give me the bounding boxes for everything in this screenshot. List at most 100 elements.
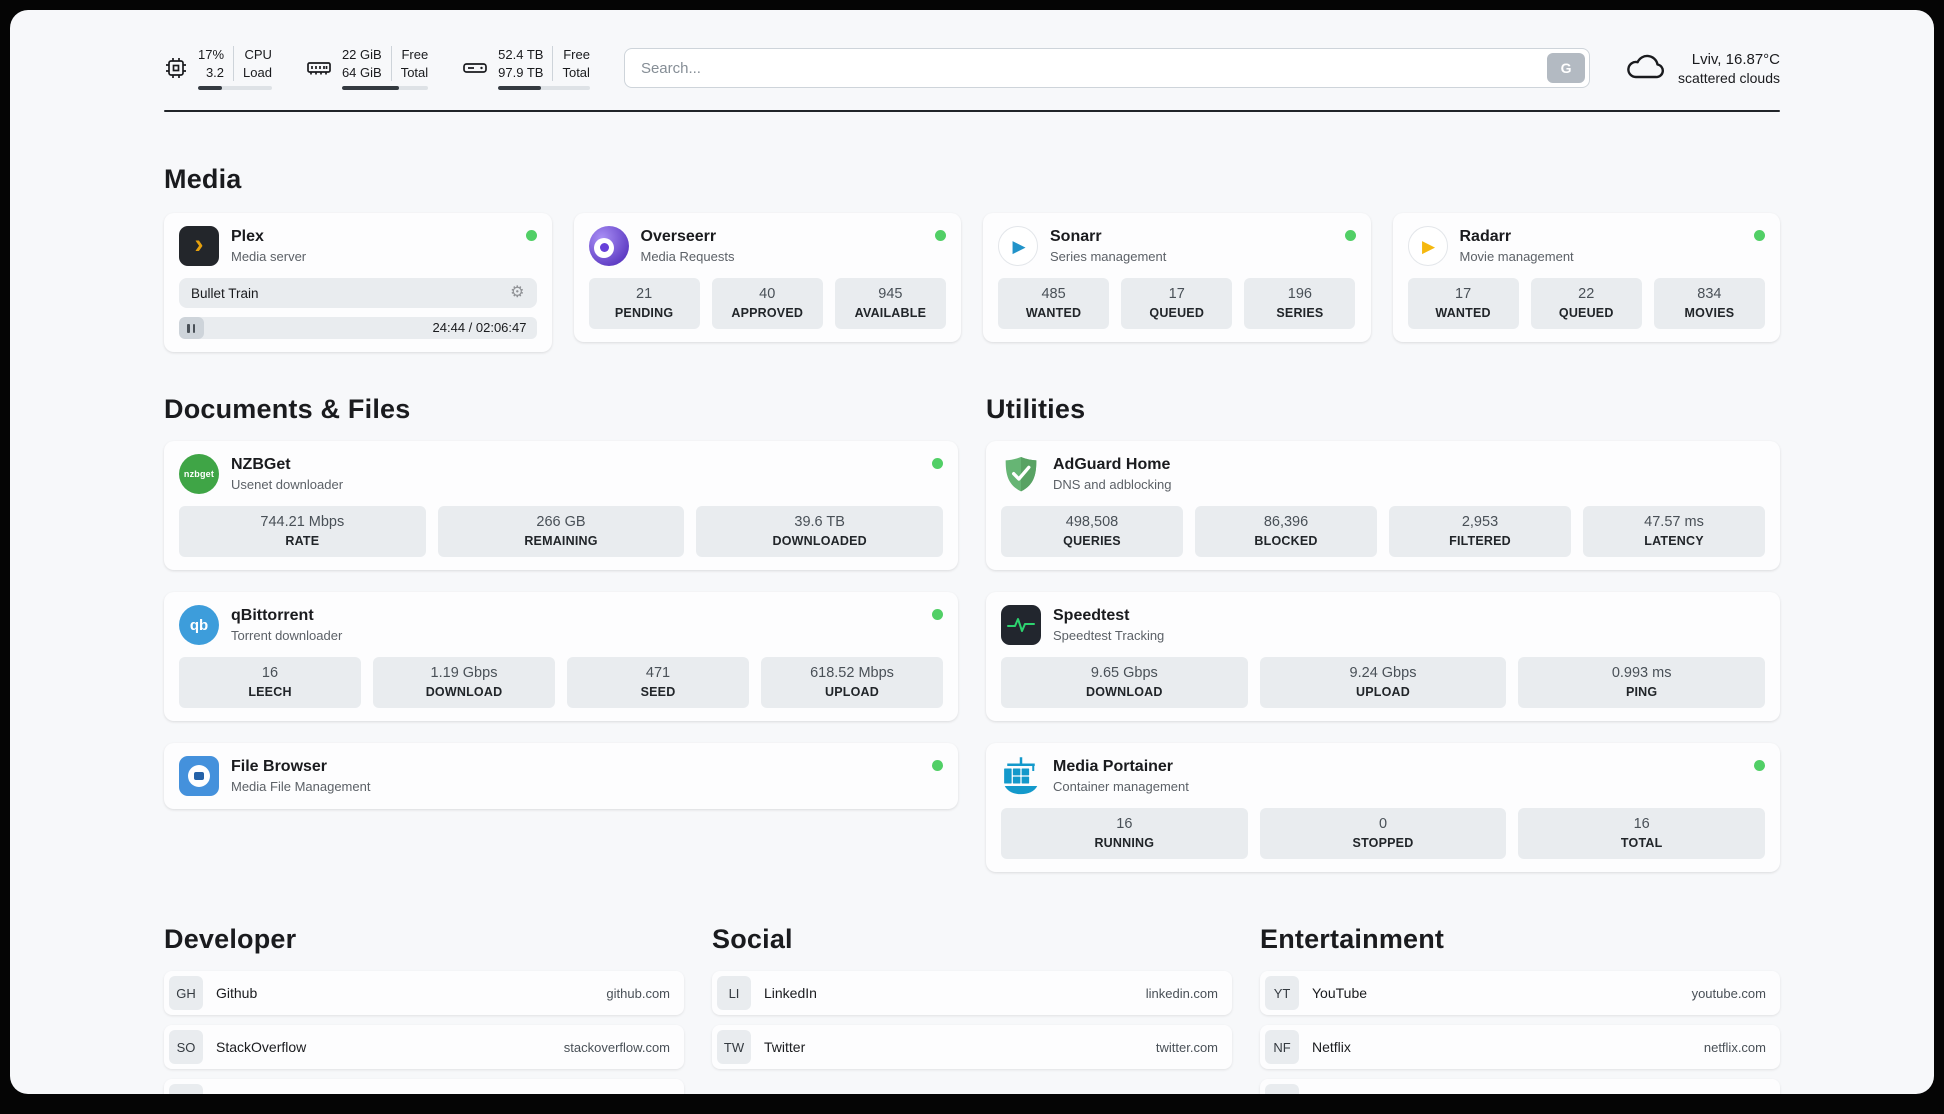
app-subtitle: Container management — [1053, 779, 1742, 794]
bookmark-youtube[interactable]: YT YouTube youtube.com — [1260, 971, 1780, 1015]
bookmark-badge: SO — [169, 1030, 203, 1064]
stat-value: 266 GB — [442, 514, 681, 530]
stat-label: UPLOAD — [765, 685, 939, 699]
app-card-qbittorrent[interactable]: qb qBittorrent Torrent downloader 16 — [164, 592, 958, 721]
stat-tile: 485 WANTED — [998, 278, 1109, 329]
stat-value: 22 — [1535, 286, 1638, 302]
media-cards-row: › Plex Media server Bullet Train ⚙ — [164, 213, 1780, 352]
app-card-adguard[interactable]: AdGuard Home DNS and adblocking 498,508 … — [986, 441, 1780, 570]
nzbget-icon: nzbget — [179, 454, 219, 494]
stat-label: LEECH — [183, 685, 357, 699]
bookmark-name: YouTube — [1312, 985, 1679, 1001]
stat-label: BLOCKED — [1199, 534, 1373, 548]
app-card-radarr[interactable]: ▶ Radarr Movie management 17 WANTED 22 — [1393, 213, 1781, 342]
speedtest-icon — [1001, 605, 1041, 645]
bookmark-name: Github — [216, 985, 593, 1001]
bookmark-stackoverflow[interactable]: SO StackOverflow stackoverflow.com — [164, 1025, 684, 1069]
stat-tile: 1.19 Gbps DOWNLOAD — [373, 657, 555, 708]
section-title-documents: Documents & Files — [164, 394, 958, 425]
stat-tile: 498,508 QUERIES — [1001, 506, 1183, 557]
section-title-social: Social — [712, 924, 1232, 955]
app-name: AdGuard Home — [1053, 456, 1765, 474]
stat-label: PENDING — [593, 306, 696, 320]
stat-value: 485 — [1002, 286, 1105, 302]
stat-tile: 0.993 ms PING — [1518, 657, 1765, 708]
bookmark-url: twitter.com — [1156, 1040, 1218, 1055]
cpu-widget: 17% 3.2 CPU Load — [164, 46, 272, 90]
bookmark-reddit[interactable]: RE Reddit reddit.com — [1260, 1079, 1780, 1094]
stat-value: 86,396 — [1199, 514, 1373, 530]
bookmark-badge: YT — [1265, 976, 1299, 1010]
app-name: Media Portainer — [1053, 758, 1742, 776]
app-card-sonarr[interactable]: ▶ Sonarr Series management 485 WANTED 17 — [983, 213, 1371, 342]
stat-label: APPROVED — [716, 306, 819, 320]
weather-condition: scattered clouds — [1678, 70, 1780, 86]
stat-tile: 9.24 Gbps UPLOAD — [1260, 657, 1507, 708]
status-dot — [1754, 230, 1765, 241]
stat-label: FILTERED — [1393, 534, 1567, 548]
bookmark-netflix[interactable]: NF Netflix netflix.com — [1260, 1025, 1780, 1069]
stat-value: 9.24 Gbps — [1264, 665, 1503, 681]
app-subtitle: Media Requests — [641, 249, 924, 264]
stat-label: SEED — [571, 685, 745, 699]
gear-icon[interactable]: ⚙ — [510, 285, 524, 301]
bookmark-url: netflix.com — [1704, 1040, 1766, 1055]
stat-label: LATENCY — [1587, 534, 1761, 548]
qbittorrent-icon: qb — [179, 605, 219, 645]
stat-tile: 16 RUNNING — [1001, 808, 1248, 859]
dashboard-page: 17% 3.2 CPU Load — [10, 10, 1934, 1094]
stat-label: QUEUED — [1535, 306, 1638, 320]
section-title-entertainment: Entertainment — [1260, 924, 1780, 955]
stat-tile: 834 MOVIES — [1654, 278, 1765, 329]
stat-value: 834 — [1658, 286, 1761, 302]
bookmark-name: DEV — [216, 1093, 623, 1094]
stat-value: 744.21 Mbps — [183, 514, 422, 530]
app-card-portainer[interactable]: Media Portainer Container management 16 … — [986, 743, 1780, 872]
stat-value: 945 — [839, 286, 942, 302]
stat-label: UPLOAD — [1264, 685, 1503, 699]
app-name: Radarr — [1460, 228, 1743, 246]
search-input[interactable] — [624, 48, 1590, 88]
bookmark-twitter[interactable]: TW Twitter twitter.com — [712, 1025, 1232, 1069]
weather-widget: Lviv, 16.87°C scattered clouds — [1624, 51, 1780, 86]
pause-icon[interactable] — [187, 324, 195, 333]
now-playing-title: Bullet Train — [191, 286, 259, 301]
app-card-nzbget[interactable]: nzbget NZBGet Usenet downloader 744.21 M… — [164, 441, 958, 570]
bookmark-badge: NF — [1265, 1030, 1299, 1064]
stat-tile: 266 GB REMAINING — [438, 506, 685, 557]
playback-progress-bar[interactable]: 24:44 / 02:06:47 — [179, 317, 537, 339]
filebrowser-icon — [179, 756, 219, 796]
bookmark-badge: RE — [1265, 1084, 1299, 1094]
stat-tile: 945 AVAILABLE — [835, 278, 946, 329]
app-card-speedtest[interactable]: Speedtest Speedtest Tracking 9.65 Gbps D… — [986, 592, 1780, 721]
app-subtitle: Torrent downloader — [231, 628, 920, 643]
search-engine-button[interactable]: G — [1547, 53, 1585, 83]
stat-tile: 47.57 ms LATENCY — [1583, 506, 1765, 557]
app-card-filebrowser[interactable]: File Browser Media File Management — [164, 743, 958, 809]
stat-value: 471 — [571, 665, 745, 681]
weather-location: Lviv, 16.87°C — [1678, 51, 1780, 68]
app-subtitle: Media File Management — [231, 779, 920, 794]
stat-label: QUERIES — [1005, 534, 1179, 548]
cpu-usage: 17% — [198, 46, 224, 64]
bookmark-url: linkedin.com — [1146, 986, 1218, 1001]
status-dot — [526, 230, 537, 241]
bookmark-dev[interactable]: DT DEV dev.to — [164, 1079, 684, 1094]
section-title-utilities: Utilities — [986, 394, 1780, 425]
bookmark-linkedin[interactable]: LI LinkedIn linkedin.com — [712, 971, 1232, 1015]
bookmark-github[interactable]: GH Github github.com — [164, 971, 684, 1015]
header-divider — [164, 110, 1780, 112]
bookmark-url: stackoverflow.com — [564, 1040, 670, 1055]
stat-value: 17 — [1125, 286, 1228, 302]
cloud-icon — [1624, 51, 1666, 86]
stat-label: AVAILABLE — [839, 306, 942, 320]
stat-tile: 22 QUEUED — [1531, 278, 1642, 329]
app-subtitle: Speedtest Tracking — [1053, 628, 1765, 643]
app-card-overseerr[interactable]: Overseerr Media Requests 21 PENDING 40 A… — [574, 213, 962, 342]
cpu-progress-bar — [198, 86, 272, 90]
stat-label: RUNNING — [1005, 836, 1244, 850]
app-card-plex[interactable]: › Plex Media server Bullet Train ⚙ — [164, 213, 552, 352]
overseerr-icon — [589, 226, 629, 266]
stat-label: MOVIES — [1658, 306, 1761, 320]
stat-value: 16 — [1005, 816, 1244, 832]
